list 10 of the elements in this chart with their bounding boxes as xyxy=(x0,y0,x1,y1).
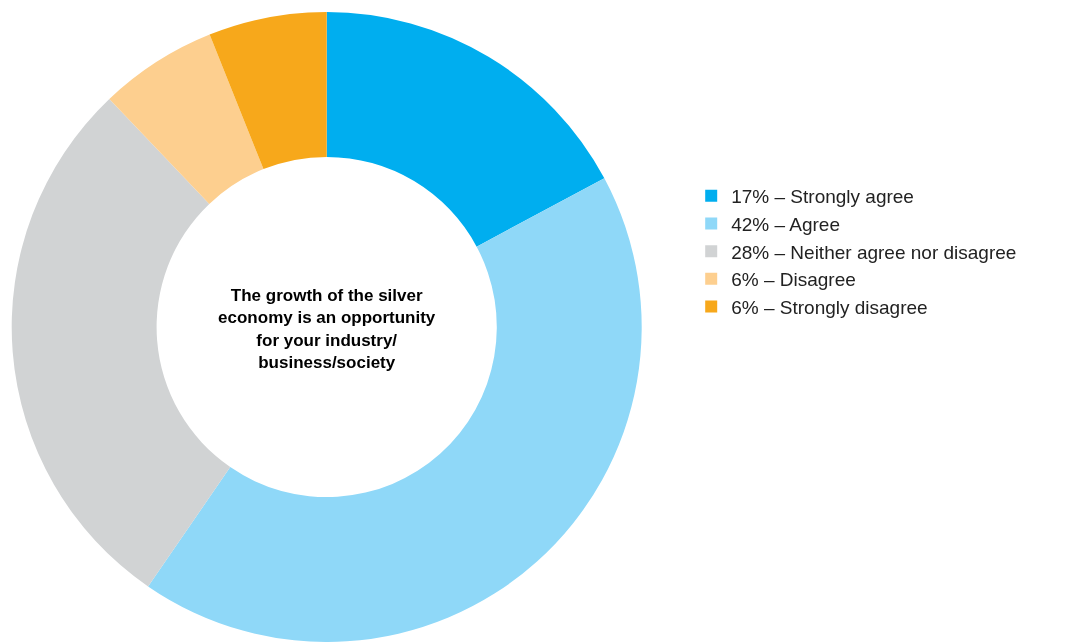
legend-label: 6% – Strongly disagree xyxy=(731,296,928,318)
legend-label: 28% – Neither agree nor disagree xyxy=(731,241,1017,263)
donut-slice xyxy=(209,12,327,170)
donut-slice xyxy=(109,34,264,204)
legend-label: 17% – Strongly agree xyxy=(731,186,914,208)
legend-label: 42% – Agree xyxy=(731,213,841,235)
text: The growth of the silver economy is an opportunity for your industry/ business/society xyxy=(218,286,436,372)
donut-slice xyxy=(326,12,605,247)
legend-label: 6% – Disagree xyxy=(731,269,856,291)
donut-slice xyxy=(148,178,642,642)
